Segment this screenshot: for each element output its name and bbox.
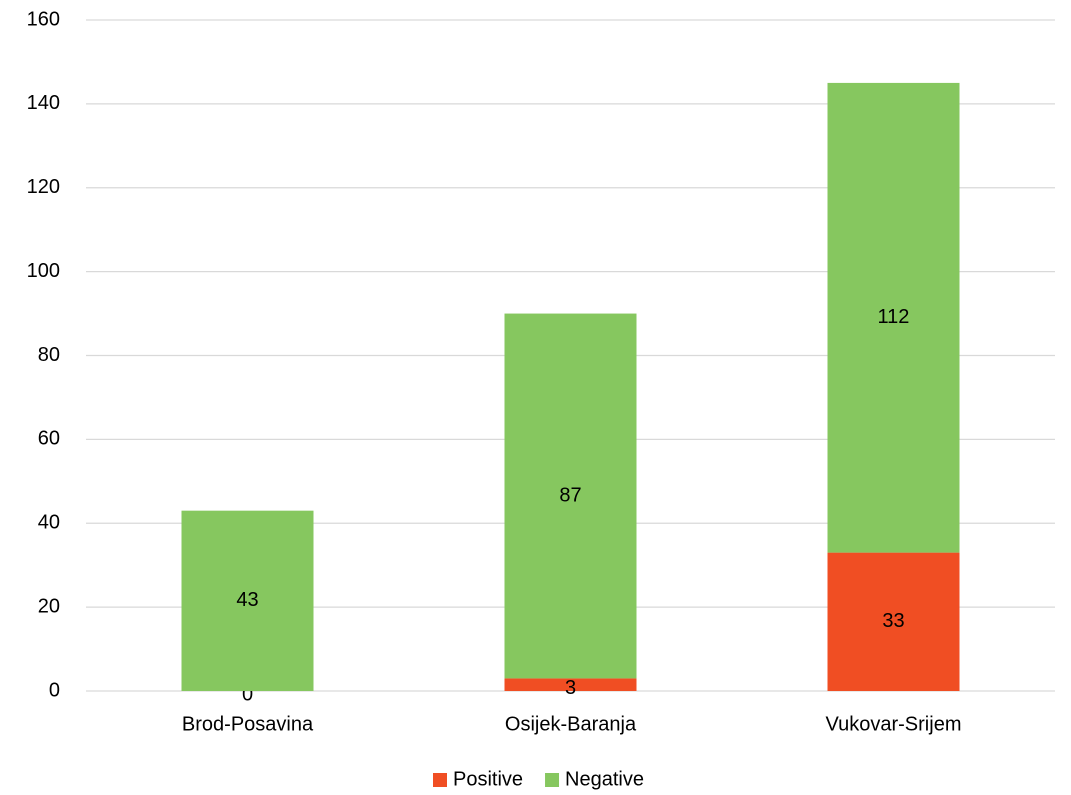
legend-swatch <box>433 773 447 787</box>
bar-segment <box>827 552 960 691</box>
bar-segment <box>827 82 960 553</box>
bar-segment <box>181 510 314 691</box>
x-tick-label: Osijek-Baranja <box>505 713 637 735</box>
data-label: 43 <box>236 589 258 611</box>
y-tick-label: 160 <box>27 8 60 30</box>
y-tick-label: 40 <box>38 512 60 534</box>
data-label: 3 <box>565 677 576 699</box>
legend-swatch <box>545 773 560 787</box>
y-tick-label: 80 <box>38 344 60 366</box>
data-label: 112 <box>878 306 910 328</box>
y-tick-label: 0 <box>49 679 60 701</box>
y-tick-label: 60 <box>38 428 60 450</box>
y-tick-label: 140 <box>27 92 60 114</box>
bar-segment <box>504 678 637 691</box>
legend-label: Positive <box>453 768 523 790</box>
data-label: 87 <box>559 484 581 506</box>
legend-label: Negative <box>565 768 644 790</box>
data-label: 33 <box>882 610 904 632</box>
bar-segment <box>504 313 637 679</box>
x-tick-label: Brod-Posavina <box>182 713 314 735</box>
y-tick-label: 120 <box>27 176 60 198</box>
x-tick-label: Vukovar-Srijem <box>826 713 962 735</box>
y-tick-label: 20 <box>38 595 60 617</box>
data-label: 0 <box>242 683 253 705</box>
y-tick-label: 100 <box>27 260 60 282</box>
